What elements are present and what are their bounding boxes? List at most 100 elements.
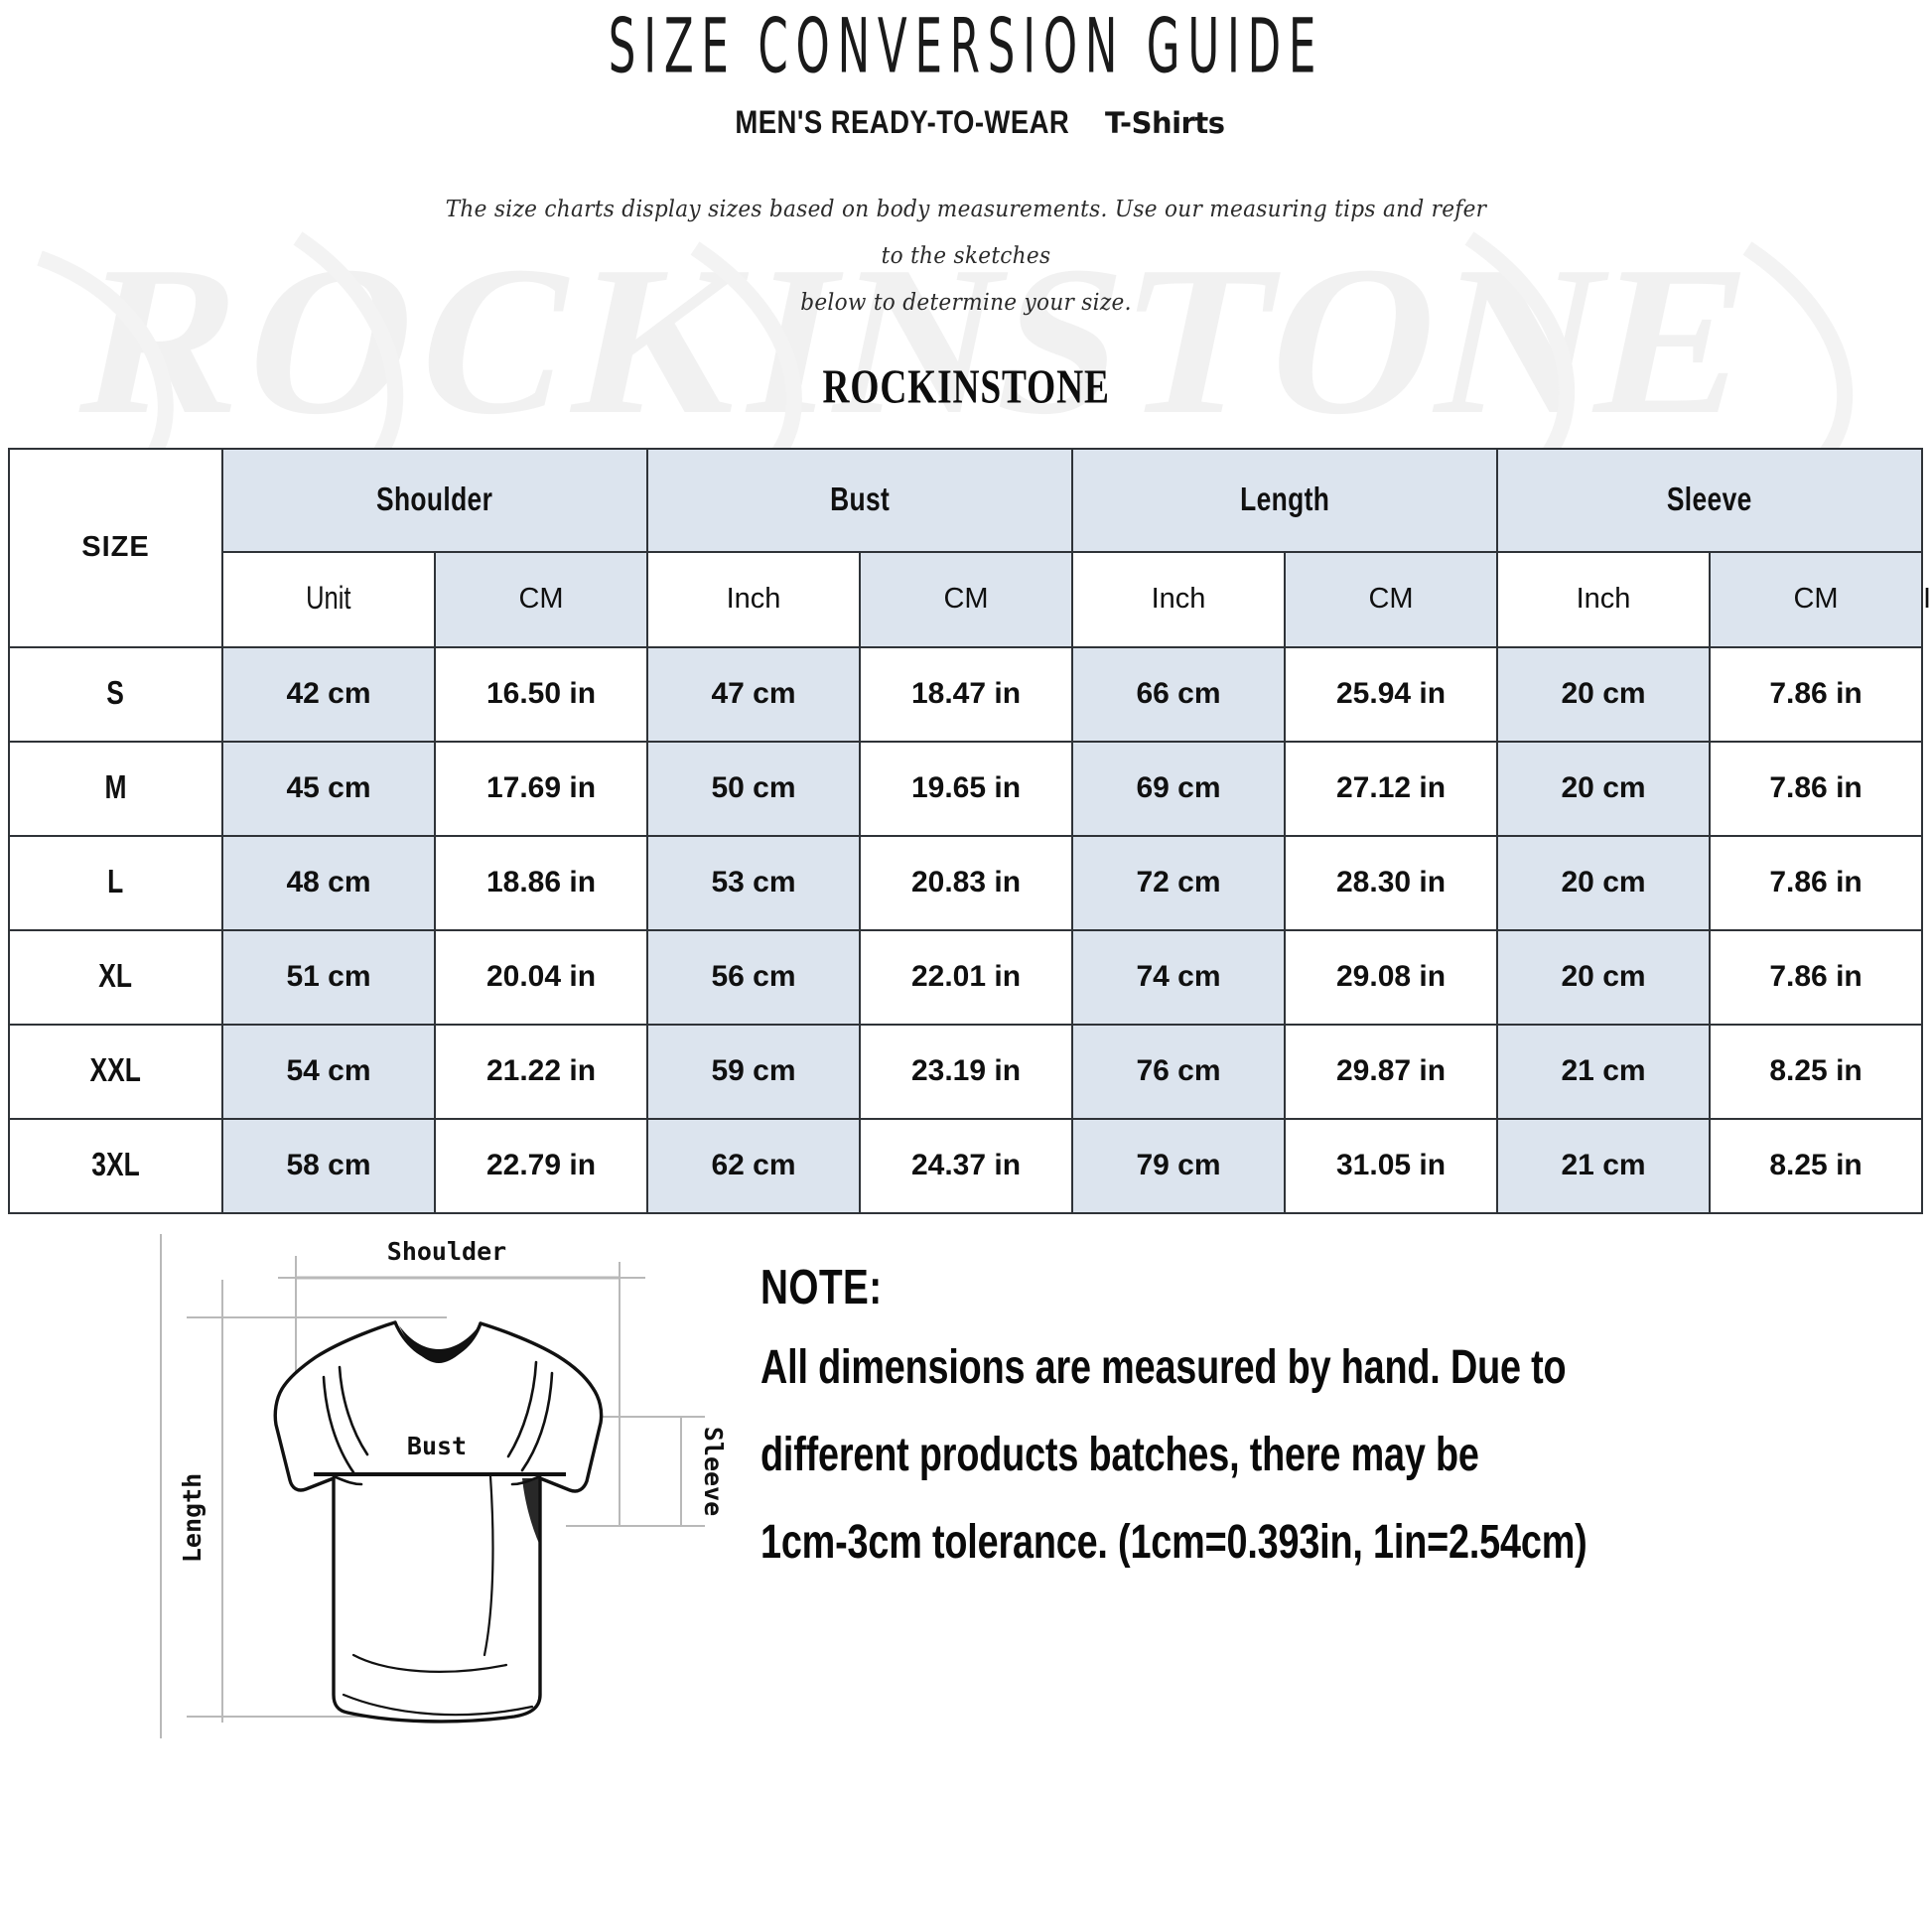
cell-bust-cm: 47 cm — [646, 645, 861, 743]
collar-shading — [399, 1324, 479, 1363]
header-group-sleeve: Sleeve — [1496, 447, 1924, 553]
cell-length-inch: 29.87 in — [1284, 1023, 1499, 1120]
size-table-container: SIZE Shoulder Bust Length Sleeve — [8, 447, 1932, 1214]
page-header: SIZE CONVERSION GUIDE MEN'S READY-TO-WEA… — [0, 7, 1932, 413]
cell-length-inch: 28.30 in — [1284, 834, 1499, 931]
header-unit-bust-cm: CM — [858, 550, 1074, 648]
cell-shoulder-inch: 18.86 in — [434, 834, 648, 931]
table-row: XXL 54 cm 21.22 in 59 cm 23.19 in 76 cm 29.87 … — [8, 1023, 1924, 1120]
cell-size-xl: XL — [8, 928, 223, 1026]
header-unit-length-inch: Inch — [1496, 550, 1712, 648]
sleeve-folds — [322, 1360, 554, 1485]
header-unit-shoulder-cm: CM — [434, 550, 648, 648]
cell-shoulder-inch: 17.69 in — [434, 740, 648, 837]
table-row: M 45 cm 17.69 in 50 cm 19.65 in 69 cm 27.12 in… — [8, 740, 1924, 837]
size-conversion-table: SIZE Shoulder Bust Length Sleeve — [8, 447, 1932, 1214]
cell-length-cm: 74 cm — [1071, 928, 1287, 1026]
cell-size-l: L — [8, 834, 223, 931]
table-header-units: Unit CM Inch CM Inch CM Inch CM Inch — [9, 550, 1932, 648]
drape-lines — [342, 1474, 534, 1716]
cell-sleeve-inch: 7.86 in — [1709, 928, 1924, 1026]
cell-length-cm: 66 cm — [1071, 645, 1287, 743]
header-unit-shoulder-inch: Inch — [646, 550, 861, 648]
cell-bust-inch: 23.19 in — [858, 1023, 1074, 1120]
cell-bust-cm: 62 cm — [646, 1117, 861, 1214]
cell-sleeve-cm: 20 cm — [1496, 645, 1712, 743]
cell-length-cm: 69 cm — [1071, 740, 1287, 837]
note-section: NOTE: All dimensions are measured by han… — [760, 1228, 1932, 1608]
cell-shoulder-inch: 22.79 in — [434, 1117, 648, 1214]
header-unit-sleeve-cm: CM — [1709, 550, 1924, 648]
cell-shoulder-cm: 51 cm — [221, 928, 436, 1026]
header-unit-length-cm: CM — [1284, 550, 1499, 648]
note-line-3: 1cm-3cm tolerance. (1cm=0.393in, 1in=2.5… — [760, 1514, 1587, 1568]
note-line-2: different products batches, there may be — [760, 1427, 1479, 1480]
cell-bust-cm: 50 cm — [646, 740, 861, 837]
cell-length-inch: 29.08 in — [1284, 928, 1499, 1026]
table-row: S 42 cm 16.50 in 47 cm 18.47 in 66 cm 25.94 in… — [8, 645, 1924, 743]
cell-size-3xl: 3XL — [8, 1117, 223, 1214]
table-row: L 48 cm 18.86 in 53 cm 20.83 in 72 cm 28.30 in… — [8, 834, 1924, 931]
brand-name: ROCKINSTONE — [822, 359, 1110, 413]
cell-bust-cm: 56 cm — [646, 928, 861, 1026]
cell-sleeve-inch: 7.86 in — [1709, 834, 1924, 931]
guide-lines — [160, 1233, 705, 1738]
page-subtitle: MEN'S READY-TO-WEAR T-Shirts — [0, 104, 1932, 141]
page-description: The size charts display sizes based on b… — [444, 187, 1489, 327]
cell-sleeve-cm: 20 cm — [1496, 740, 1712, 837]
cell-length-cm: 76 cm — [1071, 1023, 1287, 1120]
cell-length-cm: 72 cm — [1071, 834, 1287, 931]
cell-length-inch: 27.12 in — [1284, 740, 1499, 837]
header-group-length: Length — [1071, 447, 1499, 553]
header-group-shoulder: Shoulder — [221, 447, 648, 553]
sketch-label-sleeve: Sleeve — [699, 1426, 728, 1515]
cell-shoulder-inch: 21.22 in — [434, 1023, 648, 1120]
sketch-label-bust: Bust — [407, 1432, 467, 1460]
sketch-label-shoulder: Shoulder — [387, 1237, 506, 1266]
note-line-1: All dimensions are measured by hand. Due… — [760, 1339, 1567, 1393]
bottom-section: Shoulder Bust Length Sleeve NOTE: All di… — [0, 1228, 1932, 1744]
cell-length-inch: 25.94 in — [1284, 645, 1499, 743]
cell-sleeve-cm: 20 cm — [1496, 834, 1712, 931]
description-line-1: The size charts display sizes based on b… — [445, 197, 1487, 270]
cell-sleeve-cm: 21 cm — [1496, 1117, 1712, 1214]
cell-size-m: M — [8, 740, 223, 837]
tshirt-measurement-diagram: Shoulder Bust Length Sleeve — [149, 1228, 735, 1744]
cell-shoulder-cm: 58 cm — [221, 1117, 436, 1214]
tshirt-outline — [273, 1319, 604, 1724]
cell-bust-inch: 18.47 in — [858, 645, 1074, 743]
cell-shoulder-cm: 42 cm — [221, 645, 436, 743]
table-row: 3XL 58 cm 22.79 in 62 cm 24.37 in 79 cm 31.05 … — [8, 1117, 1924, 1214]
header-unit-bust-inch: Inch — [1071, 550, 1287, 648]
subtitle-product: T-Shirts — [1105, 106, 1225, 141]
cell-size-s: S — [8, 645, 223, 743]
cell-shoulder-inch: 16.50 in — [434, 645, 648, 743]
cell-length-inch: 31.05 in — [1284, 1117, 1499, 1214]
cell-bust-inch: 22.01 in — [858, 928, 1074, 1026]
cell-bust-inch: 19.65 in — [858, 740, 1074, 837]
cell-sleeve-inch: 8.25 in — [1709, 1117, 1924, 1214]
cell-sleeve-inch: 8.25 in — [1709, 1023, 1924, 1120]
cell-sleeve-inch: 7.86 in — [1709, 645, 1924, 743]
subtitle-main: MEN'S READY-TO-WEAR — [734, 104, 1069, 141]
cell-bust-cm: 59 cm — [646, 1023, 861, 1120]
cell-shoulder-cm: 54 cm — [221, 1023, 436, 1120]
cell-shoulder-inch: 20.04 in — [434, 928, 648, 1026]
cell-length-cm: 79 cm — [1071, 1117, 1287, 1214]
cell-size-xxl: XXL — [8, 1023, 223, 1120]
header-unit-label: Unit — [221, 550, 436, 648]
note-heading: NOTE: — [760, 1260, 883, 1314]
cell-bust-inch: 24.37 in — [858, 1117, 1074, 1214]
sketch-label-length: Length — [178, 1472, 207, 1562]
size-table-body: S 42 cm 16.50 in 47 cm 18.47 in 66 cm 25.94 in… — [8, 645, 1924, 1214]
cell-bust-cm: 53 cm — [646, 834, 861, 931]
table-row: XL 51 cm 20.04 in 56 cm 22.01 in 74 cm 29.08 i… — [8, 928, 1924, 1026]
cell-shoulder-cm: 48 cm — [221, 834, 436, 931]
cell-sleeve-inch: 7.86 in — [1709, 740, 1924, 837]
cell-sleeve-cm: 20 cm — [1496, 928, 1712, 1026]
table-header-groups: SIZE Shoulder Bust Length Sleeve — [8, 447, 1924, 648]
page-title: SIZE CONVERSION GUIDE — [608, 1, 1324, 91]
description-line-2: below to determine your size. — [800, 290, 1132, 317]
header-group-bust: Bust — [645, 447, 1074, 553]
